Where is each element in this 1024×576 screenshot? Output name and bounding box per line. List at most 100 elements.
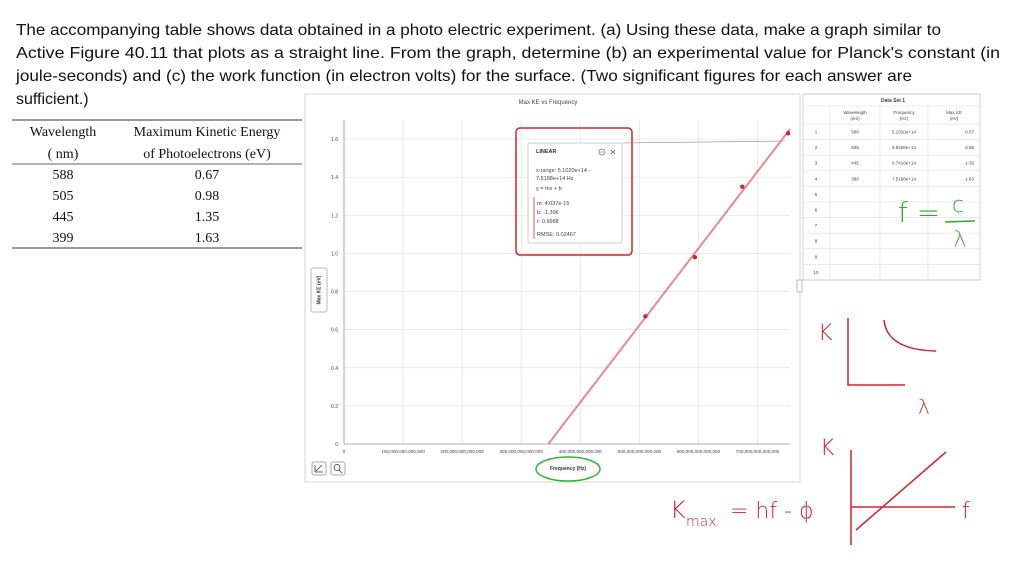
column-header: (nm) (850, 116, 860, 121)
column-header: Max KE (946, 110, 962, 115)
table-cell: 0.98 (965, 145, 974, 150)
table-cell: 588 (53, 168, 74, 183)
problem-line: The accompanying table shows data obtain… (16, 22, 941, 39)
y-tick-label: 1.4 (331, 175, 338, 181)
plot-area: 0 0.2 0.4 0.6 0.8 1.0 1.2 1.4 1.6 0 100,000,000,00… (331, 120, 791, 454)
fit-intercept: b: -1.396 (537, 210, 559, 216)
table-cell: 0.98 (195, 189, 220, 204)
table-cell: 445 (851, 161, 859, 166)
fit-range: 7.5188e+14 Hz (536, 176, 574, 182)
table-cell: 1.63 (965, 176, 974, 181)
table-cell: 0.67 (965, 130, 974, 135)
annotation-text: f (962, 499, 970, 524)
fit-range: x-range: 5.1020e+14 - (536, 168, 590, 174)
table-cell: 1.63 (195, 231, 220, 246)
x-tick-label: 0 (343, 449, 346, 454)
y-tick-label: 0 (335, 442, 338, 448)
data-point (692, 255, 698, 260)
table-cell: 2 (815, 145, 818, 150)
toolbar-button[interactable] (330, 461, 346, 476)
y-label-box[interactable] (310, 267, 328, 313)
data-table: Wavelength ( nm) Maximum Kinetic Energy of … (30, 125, 281, 246)
collapse-icon[interactable] (598, 148, 606, 156)
table-cell: 3 (815, 161, 818, 166)
x-axis-label[interactable]: Frequency (Hz) (550, 466, 586, 472)
table-cell: 6.7416e+14 (892, 161, 916, 166)
table-cell: 399 (53, 231, 74, 246)
annotation-text: λ (953, 228, 966, 253)
y-axis-label: Max KE (eV) (316, 275, 322, 304)
y-tick-label: 0.4 (331, 366, 338, 372)
y-tick-label: 0.6 (331, 328, 338, 334)
y-tick-label: 0.2 (331, 404, 338, 410)
data-point (643, 314, 648, 319)
table-cell: 588 (851, 130, 859, 135)
annotation-text: λ (918, 395, 930, 419)
data-point (740, 184, 745, 189)
fit-rmse: RMSE: 0.02467 (537, 232, 576, 238)
x-tick-label: 200,000,000,000,000 (440, 449, 484, 454)
annotation-box (515, 127, 633, 256)
table-cell: 8 (815, 239, 818, 244)
table-cell: 5.1020e+14 (892, 130, 916, 135)
y-tick-label: 1.6 (331, 137, 338, 143)
table-cell: 399 (851, 176, 859, 181)
column-header: Wavelength (30, 125, 97, 140)
column-header: Wavelength (843, 110, 867, 115)
annotation-text: c (952, 193, 964, 218)
table-cell: 1 (815, 130, 818, 135)
data-set-table: Data Set 1 Wavelength(nm) Frequency(Hz) Max… (802, 98, 981, 280)
x-tick-label: 300,000,000,000,000 (499, 449, 543, 454)
column-header: Frequency (893, 110, 915, 115)
table-cell: 4 (815, 176, 818, 181)
fit-r: r: 0.9988 (537, 219, 559, 225)
table-cell: 5.9406e+14 (892, 145, 916, 150)
table-cell: 0.67 (195, 168, 220, 183)
table-cell: 445 (53, 210, 74, 225)
annotation-text: f = (898, 196, 940, 229)
table-title: Data Set 1 (881, 98, 905, 104)
chart-title: Max KE vs Frequency (519, 100, 578, 106)
table-cell: 1.35 (965, 161, 974, 166)
annotation-circle (535, 456, 601, 482)
table-cell: 7.5188e+14 (892, 176, 916, 181)
column-header: ( nm) (48, 147, 79, 162)
connector (621, 140, 786, 144)
problem-line: sufficient.) (16, 91, 89, 108)
close-icon[interactable] (610, 149, 616, 155)
y-tick-label: 0.8 (331, 290, 338, 296)
annotation-text: K (818, 321, 833, 346)
sketch-curve (883, 319, 937, 352)
x-tick-label: 600,000,000,000,000 (677, 449, 721, 454)
fit-line (547, 128, 791, 445)
zoom-icon (333, 464, 341, 471)
column-header: Maximum Kinetic Energy (134, 125, 281, 140)
fit-icon (314, 464, 323, 473)
fit-panel (527, 142, 623, 244)
annotations: f = c λ K λ K f K max = hf - ϕ (670, 193, 976, 545)
data-point (785, 131, 791, 136)
fit-equation: y = mx + b (536, 186, 562, 192)
y-tick-label: 1.0 (331, 251, 338, 257)
table-cell: 5 (815, 192, 818, 197)
x-tick-label: 100,000,000,000,000 (381, 449, 425, 454)
table-cell: 6 (815, 208, 818, 213)
column-header: (Hz) (900, 116, 909, 121)
column-header: of Photoelectrons (eV) (143, 147, 271, 162)
problem-line: joule-seconds) and (c) the work function… (15, 68, 912, 85)
fit-name: LINEAR (536, 149, 557, 155)
sketch-axes (847, 318, 905, 386)
fraction-bar (944, 220, 976, 223)
problem-line: Active Figure 40.11 that plots as a stra… (16, 45, 1000, 62)
splitter[interactable] (796, 279, 803, 293)
x-tick-label: 700,000,000,000,000 (736, 449, 780, 454)
formula: = hf - ϕ (730, 499, 814, 524)
column-header: (eV) (950, 116, 959, 121)
y-tick-label: 1.2 (331, 213, 338, 219)
table-cell: 7 (815, 223, 818, 228)
problem-text: The accompanying table shows data obtain… (15, 22, 1000, 108)
table-cell: 9 (815, 254, 818, 259)
x-tick-label: 400,000,000,000,000 (559, 449, 603, 454)
